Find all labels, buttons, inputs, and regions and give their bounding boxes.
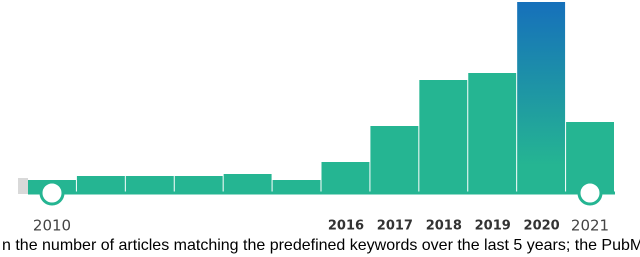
- x-tick-label: 2016: [328, 219, 364, 234]
- bar: [223, 174, 272, 194]
- x-tick-label: 2018: [426, 219, 462, 234]
- range-end-label: 2021: [571, 217, 609, 235]
- bar: [125, 176, 174, 194]
- bar: [272, 180, 321, 194]
- caption: n the number of articles matching the pr…: [2, 237, 640, 254]
- range-start-label: 2010: [33, 217, 71, 235]
- bar: [419, 80, 468, 194]
- bar: [76, 176, 125, 194]
- x-tick-label: 2019: [475, 219, 511, 234]
- bar: [468, 73, 517, 194]
- bar: [321, 162, 370, 194]
- x-tick-label: 2017: [377, 219, 413, 234]
- bar: [517, 2, 566, 194]
- bar: [370, 126, 419, 194]
- range-shade: [18, 178, 28, 194]
- x-tick-label: 2020: [524, 219, 560, 234]
- range-end-handle[interactable]: [577, 180, 603, 206]
- bar: [174, 176, 223, 194]
- range-start-handle[interactable]: [39, 180, 65, 206]
